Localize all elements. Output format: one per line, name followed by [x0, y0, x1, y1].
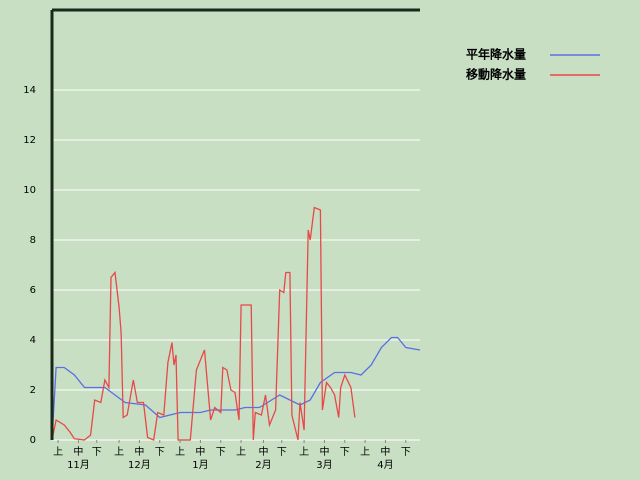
x-tick-label: 下: [155, 447, 165, 458]
month-label: 3月: [316, 459, 332, 471]
legend-label: 移動降水量: [466, 67, 526, 82]
month-label: 1月: [192, 459, 208, 471]
series-line: [51, 206, 356, 441]
x-tick-label: 中: [195, 445, 205, 458]
x-tick-label: 下: [401, 447, 411, 458]
x-tick-label: 下: [92, 447, 102, 458]
x-tick-label: 中: [258, 445, 268, 458]
y-tick-label: 6: [30, 285, 36, 296]
x-tick-label: 下: [340, 447, 350, 458]
x-tick-label: 中: [73, 445, 83, 458]
x-tick-label: 上: [360, 446, 370, 458]
x-tick-label: 上: [299, 446, 309, 458]
x-tick-label: 下: [216, 447, 226, 458]
month-label: 11月: [67, 459, 90, 471]
x-tick-label: 上: [236, 446, 246, 458]
x-tick-label: 上: [53, 446, 63, 458]
x-tick-label: 下: [277, 447, 287, 458]
y-tick-label: 14: [23, 85, 36, 96]
x-tick-label: 中: [134, 445, 144, 458]
series-line: [51, 336, 421, 441]
y-tick-label: 2: [30, 385, 36, 396]
y-tick-label: 8: [30, 235, 36, 246]
y-tick-label: 0: [30, 435, 36, 446]
plot: [51, 206, 421, 441]
x-tick-label: 上: [175, 446, 185, 458]
y-tick-label: 10: [23, 185, 36, 196]
grid: [52, 89, 420, 441]
x-tick-label: 上: [114, 446, 124, 458]
month-label: 2月: [255, 459, 271, 471]
x-tick-label: 中: [380, 445, 390, 458]
month-label: 4月: [377, 459, 393, 471]
legend-label: 平年降水量: [466, 47, 526, 62]
month-label: 12月: [128, 459, 151, 471]
y-tick-label: 12: [23, 135, 36, 146]
y-tick-label: 4: [30, 335, 36, 346]
x-tick-label: 中: [319, 445, 329, 458]
